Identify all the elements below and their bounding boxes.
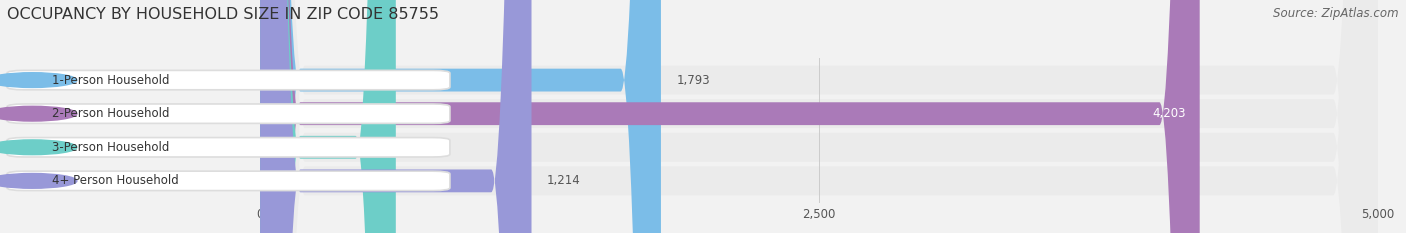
Text: 3-Person Household: 3-Person Household	[52, 141, 169, 154]
FancyBboxPatch shape	[260, 0, 1378, 233]
Text: 4+ Person Household: 4+ Person Household	[52, 174, 179, 187]
Text: 1,214: 1,214	[547, 174, 581, 187]
Text: 4,203: 4,203	[1153, 107, 1187, 120]
Text: 1,793: 1,793	[676, 74, 710, 87]
Text: OCCUPANCY BY HOUSEHOLD SIZE IN ZIP CODE 85755: OCCUPANCY BY HOUSEHOLD SIZE IN ZIP CODE …	[7, 7, 439, 22]
FancyBboxPatch shape	[260, 0, 661, 233]
Text: 1-Person Household: 1-Person Household	[52, 74, 170, 87]
FancyBboxPatch shape	[260, 0, 1199, 233]
FancyBboxPatch shape	[260, 0, 1378, 233]
FancyBboxPatch shape	[260, 0, 531, 233]
FancyBboxPatch shape	[260, 0, 1378, 233]
FancyBboxPatch shape	[260, 0, 1378, 233]
Text: Source: ZipAtlas.com: Source: ZipAtlas.com	[1274, 7, 1399, 20]
Text: 2-Person Household: 2-Person Household	[52, 107, 170, 120]
Text: 607: 607	[412, 141, 434, 154]
FancyBboxPatch shape	[260, 0, 396, 233]
